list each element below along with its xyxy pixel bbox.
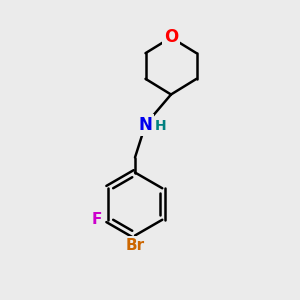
Text: F: F (91, 212, 101, 227)
Text: Br: Br (125, 238, 145, 253)
Text: N: N (139, 116, 152, 134)
Text: O: O (164, 28, 178, 46)
Text: H: H (155, 119, 166, 133)
